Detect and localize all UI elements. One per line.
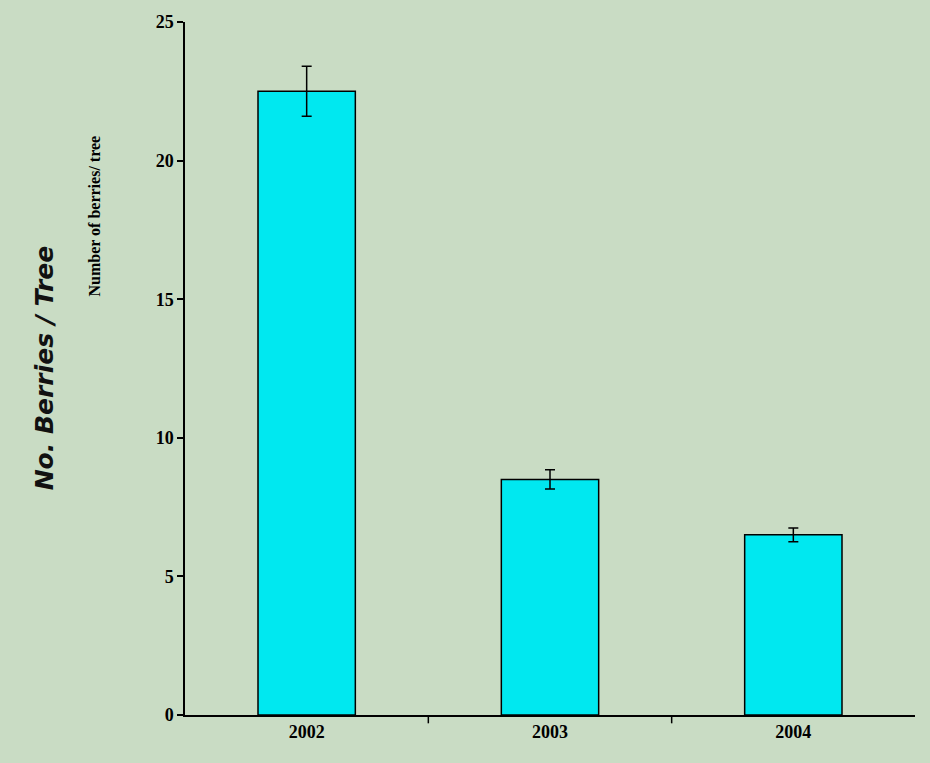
svg-text:15: 15 bbox=[156, 290, 174, 310]
svg-text:10: 10 bbox=[156, 428, 174, 448]
svg-text:0: 0 bbox=[165, 705, 174, 725]
svg-text:2003: 2003 bbox=[532, 722, 568, 742]
svg-text:2004: 2004 bbox=[775, 722, 811, 742]
svg-text:Number of berries/ tree: Number of berries/ tree bbox=[86, 136, 103, 297]
svg-text:No. Berries / Tree: No. Berries / Tree bbox=[30, 246, 59, 490]
svg-text:2002: 2002 bbox=[289, 722, 325, 742]
svg-text:20: 20 bbox=[156, 151, 174, 171]
svg-text:25: 25 bbox=[156, 12, 174, 32]
svg-text:5: 5 bbox=[165, 567, 174, 587]
